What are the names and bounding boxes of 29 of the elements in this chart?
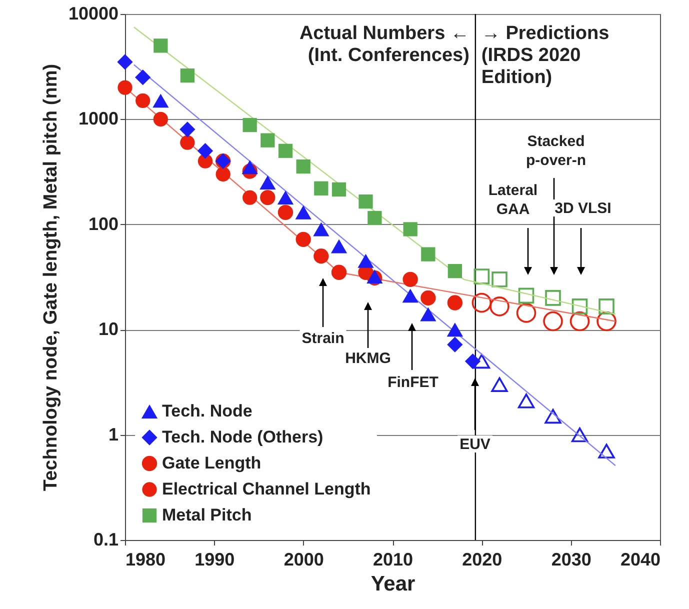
- annotation: 3D VLSI: [554, 200, 612, 216]
- y-tick-label: 10: [98, 319, 118, 340]
- legend-label: Tech. Node: [162, 402, 252, 420]
- annotation: → Predictions (IRDS 2020 Edition): [481, 23, 610, 88]
- y-tick-label: 0.1: [93, 530, 118, 550]
- annotation: EUV: [460, 436, 490, 452]
- x-tick-label: 2020: [462, 550, 502, 570]
- legend-label: Metal Pitch: [162, 506, 252, 524]
- annotation: Lateral GAA: [488, 182, 538, 218]
- legend-label: Gate Length: [162, 454, 262, 472]
- x-tick-label: 2000: [284, 550, 324, 570]
- x-tick-label: 1990: [194, 550, 235, 570]
- x-tick-label: 1980: [126, 550, 166, 570]
- y-tick-label: 1000: [78, 108, 118, 129]
- annotation: Strain: [302, 330, 344, 346]
- y-tick-label: 1: [108, 424, 118, 444]
- annotation: Actual Numbers ← (Int. Conferences): [299, 23, 470, 66]
- y-axis-title: Technology node, Gate length, Metal pitch (nm): [40, 64, 62, 492]
- x-tick-label: 2040: [620, 550, 660, 570]
- y-tick-label: 100: [88, 214, 118, 234]
- annotation: Stacked p-over-n: [526, 132, 586, 168]
- y-tick-label: 10000: [68, 4, 118, 24]
- annotation: HKMG: [345, 350, 391, 366]
- x-axis-title: Year: [370, 572, 416, 596]
- x-tick-label: 2010: [372, 550, 414, 570]
- x-tick-label: 2030: [551, 550, 592, 570]
- legend-label: Tech. Node (Others): [162, 428, 324, 446]
- legend-label: Electrical Channel Length: [162, 480, 371, 498]
- annotation: FinFET: [388, 374, 438, 390]
